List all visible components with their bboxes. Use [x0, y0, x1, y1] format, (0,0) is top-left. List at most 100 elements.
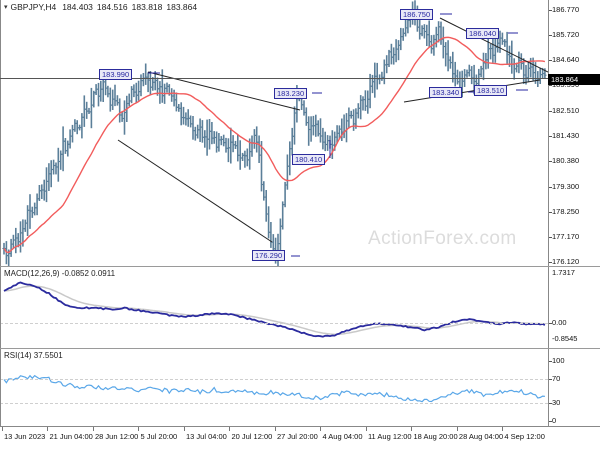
time-axis-tick: 5 Jul 20:00: [140, 432, 178, 441]
time-tick-mark: [2, 427, 3, 431]
time-tick-mark: [92, 427, 94, 431]
time-axis-tick: 4 Sep 12:00: [504, 432, 545, 441]
macd-main-line: [3, 281, 546, 338]
price-candles-svg: [2, 0, 548, 266]
price-axis-tick: 186.770: [552, 5, 580, 14]
macd-label: MACD(12,26,9) -0.0852 0.0911: [4, 269, 116, 278]
price-panel-border: [0, 0, 1, 266]
time-tick-mark: [456, 427, 458, 431]
trendline-down-2: [117, 139, 273, 243]
level-186750[interactable]: 186.750: [400, 9, 434, 20]
last-price-tag: 183.864: [548, 74, 600, 85]
level-176290[interactable]: 176.290: [252, 250, 286, 261]
axis-tick-mark: [549, 322, 552, 324]
rsi-label: RSI(14) 37.5501: [4, 351, 63, 360]
ohlc-close: 183.864: [166, 2, 198, 12]
macd-plot-area[interactable]: [0, 267, 548, 348]
axis-tick-mark: [549, 379, 552, 380]
price-panel: 186.770185.720184.640183.590182.510181.4…: [0, 0, 600, 266]
time-tick-mark: [365, 427, 367, 431]
time-axis-tick: 27 Jul 20:00: [276, 432, 318, 441]
macd-axis: 1.7317 0.00 -0.8545: [548, 267, 600, 348]
axis-tick-mark: [549, 60, 552, 62]
axis-tick-mark: [549, 211, 552, 213]
axis-tick-mark: [549, 361, 552, 362]
axis-tick-mark: [549, 403, 552, 404]
symbol-label: GBPJPY,H4: [10, 2, 57, 12]
axis-tick-mark: [549, 186, 552, 188]
axis-tick-mark: [549, 34, 552, 36]
collapse-caret-icon[interactable]: ▾: [4, 4, 8, 11]
time-tick-mark: [274, 427, 276, 431]
time-axis: 13 Jun 2023 21 Jun 04:00 28 Jun 12:00 5 Jul…: [0, 426, 600, 450]
level-183990[interactable]: 183.990: [99, 69, 133, 80]
time-axis-tick: 13 Jun 2023: [4, 432, 46, 441]
price-axis-tick: 182.510: [552, 105, 580, 115]
ohlc-values: 184.403 184.516 183.818 183.864: [62, 2, 201, 12]
price-axis-tick: 176.120: [552, 257, 580, 266]
price-axis-tick: 185.720: [552, 29, 580, 39]
time-axis-tick: 20 Jul 12:00: [231, 432, 273, 441]
last-price-line: [0, 78, 548, 79]
price-axis-tick: 180.380: [552, 156, 580, 166]
level-186040[interactable]: 186.040: [466, 28, 500, 39]
ohlc-low: 183.818: [131, 2, 163, 12]
rsi-axis-tick: 0: [552, 416, 557, 425]
time-axis-tick: 13 Jul 04:00: [185, 432, 227, 441]
axis-tick-mark: [549, 161, 552, 163]
price-axis-tick: 178.250: [552, 206, 580, 216]
time-axis-tick: 28 Jun 12:00: [94, 432, 139, 441]
ohlc-open: 184.403: [62, 2, 93, 12]
macd-panel: 1.7317 0.00 -0.8545 MACD(12,26,9) -0.0852 …: [0, 266, 600, 348]
time-axis-tick: 21 Jun 04:00: [49, 432, 93, 441]
macd-axis-tick: 1.7317: [552, 268, 575, 277]
axis-tick-mark: [549, 262, 552, 263]
price-plot-area[interactable]: [0, 0, 548, 266]
rsi-axis-tick: 100: [552, 356, 565, 365]
time-tick-mark: [183, 427, 185, 431]
macd-series-svg: [3, 281, 546, 338]
time-axis-tick: 4 Aug 04:00: [322, 432, 363, 441]
time-tick-mark: [502, 427, 504, 431]
rsi-panel: 100 70 30 0 RSI(14) 37.5501: [0, 348, 600, 426]
time-tick-mark: [320, 427, 322, 431]
price-axis-tick: 177.170: [552, 232, 580, 242]
rsi-series-svg: [3, 374, 545, 403]
macd-axis-tick: -0.8545: [552, 334, 578, 343]
axis-tick-mark: [549, 110, 552, 112]
time-axis-tick: 28 Aug 04:00: [458, 432, 504, 441]
rsi-axis-tick: 30: [552, 398, 561, 407]
time-tick-mark: [138, 427, 140, 431]
price-axis-tick: 181.430: [552, 131, 580, 141]
axis-tick-mark: [549, 10, 552, 11]
trendline-down-3: [439, 17, 548, 73]
axis-tick-mark: [549, 421, 552, 422]
watermark: ActionForex.com: [368, 228, 517, 249]
time-tick-mark: [229, 427, 231, 431]
macd-panel-border: [0, 267, 548, 348]
axis-tick-mark: [549, 85, 552, 87]
price-axis-tick: 179.300: [552, 181, 580, 191]
level-183340[interactable]: 183.340: [429, 87, 463, 98]
rsi-axis-tick: 70: [552, 374, 561, 383]
rsi-plot-area[interactable]: [0, 349, 548, 426]
rsi-panel-border: [0, 349, 548, 426]
price-axis: 186.770185.720184.640183.590182.510181.4…: [548, 0, 600, 266]
time-axis-tick: 18 Aug 20:00: [413, 432, 458, 441]
time-tick-mark: [47, 427, 49, 431]
rsi-axis: 100 70 30 0: [548, 349, 600, 426]
axis-tick-mark: [549, 237, 552, 239]
quote-bar: ▾ GBPJPY,H4 184.403 184.516 183.818 183.864: [4, 2, 201, 14]
time-axis-tick: 11 Aug 12:00: [367, 432, 412, 441]
rsi-line: [3, 374, 545, 403]
macd-axis-tick: 0.00: [552, 317, 567, 327]
level-180410[interactable]: 180.410: [292, 154, 326, 165]
level-183510[interactable]: 183.510: [474, 85, 508, 96]
trendline-up-1: [403, 79, 541, 103]
time-tick-mark: [411, 427, 413, 431]
price-axis-tick: 184.640: [552, 55, 580, 65]
level-183230[interactable]: 183.230: [274, 88, 308, 99]
macd-signal-line: [3, 285, 545, 336]
axis-tick-mark: [549, 136, 552, 138]
